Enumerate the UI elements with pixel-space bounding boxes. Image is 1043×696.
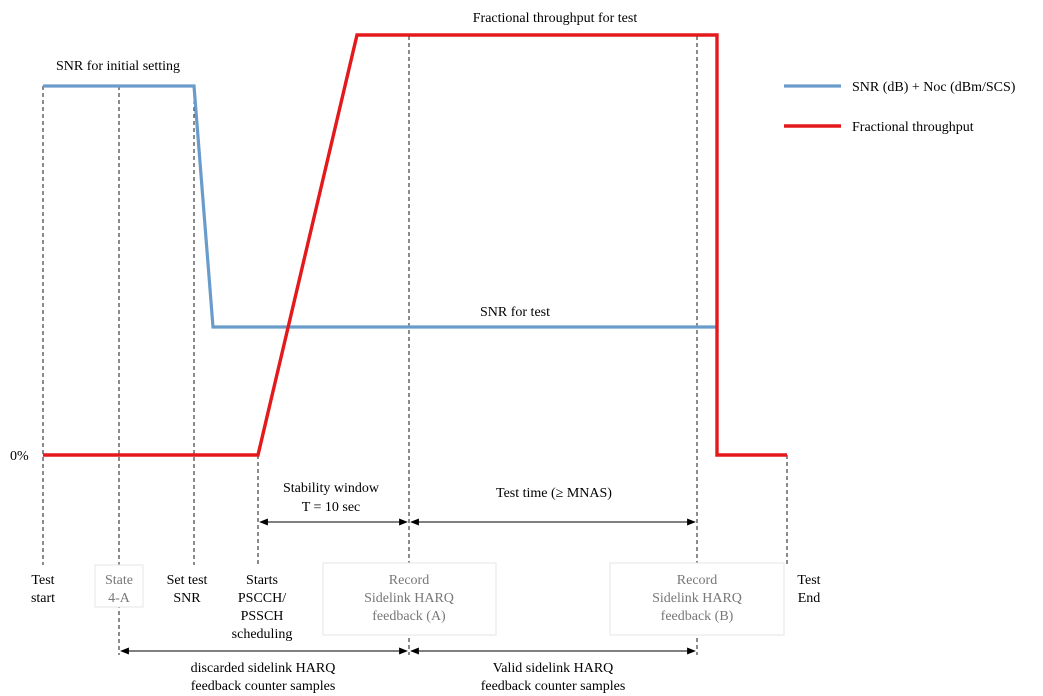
discarded-samples-label-2: feedback counter samples: [191, 679, 336, 694]
stability-window-duration: T = 10 sec: [302, 500, 361, 515]
record-b-label-2: Sidelink HARQ: [652, 591, 742, 606]
throughput-test-label: Fractional throughput for test: [473, 11, 638, 26]
record-a-label-1: Record: [389, 573, 429, 588]
set-test-snr-label-2: SNR: [173, 591, 201, 606]
state-4a-label-1: State: [105, 573, 133, 588]
record-b-label-3: feedback (B): [661, 609, 734, 624]
set-test-snr-label-1: Set test: [167, 573, 208, 588]
starts-scheduling-label-2: PSCCH/: [238, 591, 286, 606]
snr-curve: [43, 84, 717, 329]
test-end-label-1: Test: [797, 573, 820, 588]
test-start-label-1: Test: [31, 573, 54, 588]
zero-percent-label: 0%: [10, 449, 29, 464]
stability-window-label: Stability window: [283, 481, 380, 496]
test-end-label-2: End: [798, 591, 821, 606]
valid-samples-label-1: Valid sidelink HARQ: [493, 661, 614, 676]
test-start-label-2: start: [31, 591, 55, 606]
record-a-label-3: feedback (A): [372, 609, 446, 624]
record-a-box: [322, 562, 497, 636]
discarded-samples-label-1: discarded sidelink HARQ: [191, 661, 336, 676]
snr-initial-label: SNR for initial setting: [56, 59, 180, 74]
record-b-box: [609, 562, 785, 636]
legend-throughput-label: Fractional throughput: [852, 120, 974, 135]
state-4a-label-2: 4-A: [108, 591, 131, 606]
throughput-curve: [43, 33, 787, 457]
starts-scheduling-label-1: Starts: [246, 573, 278, 588]
state-4a-box: [94, 564, 144, 608]
starts-scheduling-label-3: PSSCH: [241, 609, 284, 624]
starts-scheduling-label-4: scheduling: [232, 627, 293, 642]
record-b-label-1: Record: [677, 573, 717, 588]
valid-samples-label-2: feedback counter samples: [481, 679, 626, 694]
legend-snr-label: SNR (dB) + Noc (dBm/SCS): [852, 80, 1016, 95]
legend: SNR (dB) + Noc (dBm/SCS) Fractional thro…: [784, 80, 1016, 135]
snr-test-label: SNR for test: [480, 305, 550, 320]
test-time-label: Test time (≥ MNAS): [496, 486, 612, 501]
record-a-label-2: Sidelink HARQ: [364, 591, 454, 606]
